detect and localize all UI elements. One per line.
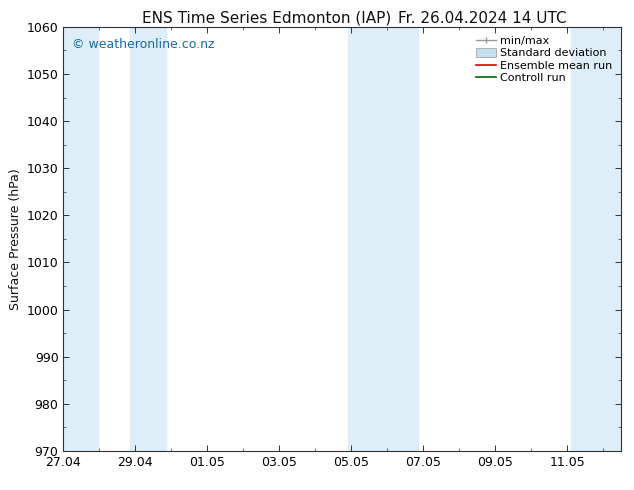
- Legend: min/max, Standard deviation, Ensemble mean run, Controll run: min/max, Standard deviation, Ensemble me…: [472, 32, 616, 86]
- Bar: [130, 27, 166, 451]
- Bar: [571, 27, 621, 451]
- Bar: [63, 27, 98, 451]
- Y-axis label: Surface Pressure (hPa): Surface Pressure (hPa): [10, 168, 22, 310]
- Bar: [348, 27, 387, 451]
- Text: ENS Time Series Edmonton (IAP): ENS Time Series Edmonton (IAP): [141, 11, 391, 26]
- Text: Fr. 26.04.2024 14 UTC: Fr. 26.04.2024 14 UTC: [398, 11, 566, 26]
- Bar: [385, 27, 418, 451]
- Text: © weatheronline.co.nz: © weatheronline.co.nz: [72, 38, 214, 50]
